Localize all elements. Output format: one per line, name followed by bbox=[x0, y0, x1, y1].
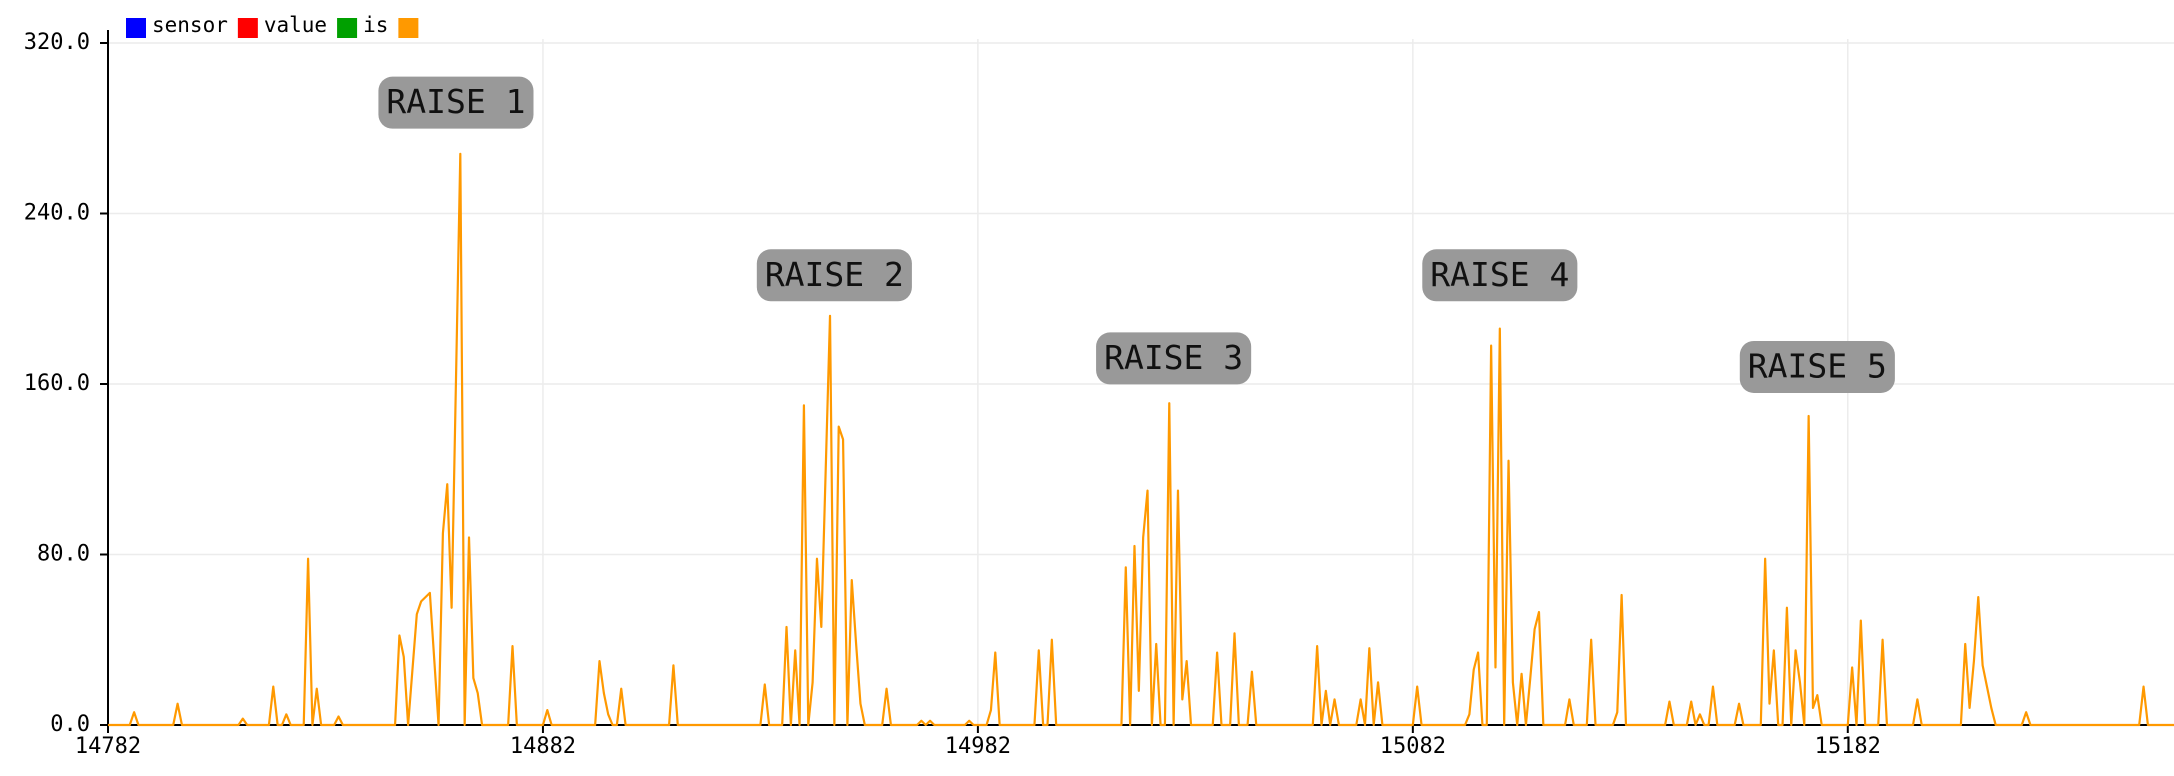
annotation: RAISE 2 bbox=[756, 249, 912, 302]
annotation-box bbox=[756, 249, 912, 302]
y-tick-label: 160.0 bbox=[24, 371, 90, 396]
legend-swatch bbox=[398, 18, 419, 38]
series-line bbox=[108, 152, 2174, 727]
x-tick-label: 14882 bbox=[510, 734, 576, 759]
annotation: RAISE 3 bbox=[1096, 332, 1252, 385]
x-tick-label: 15082 bbox=[1380, 734, 1446, 759]
annotation-box bbox=[1096, 332, 1252, 385]
x-tick-label: 15182 bbox=[1815, 734, 1881, 759]
y-tick-label: 0.0 bbox=[50, 712, 90, 737]
legend-swatch bbox=[237, 18, 258, 38]
annotation-label: RAISE 1 bbox=[386, 82, 525, 121]
annotation-label: RAISE 4 bbox=[1430, 255, 1569, 294]
legend-swatch bbox=[126, 18, 146, 38]
legend-label: value bbox=[264, 13, 327, 37]
legend-swatch bbox=[337, 18, 358, 38]
annotation: RAISE 1 bbox=[378, 76, 534, 129]
legend-label: sensor bbox=[152, 13, 228, 37]
x-tick-label: 14982 bbox=[945, 734, 1011, 759]
annotation: RAISE 5 bbox=[1739, 340, 1895, 393]
annotation-box bbox=[378, 76, 534, 129]
x-tick-label: 14782 bbox=[75, 734, 141, 759]
y-tick-label: 320.0 bbox=[24, 30, 90, 55]
annotation-label: RAISE 2 bbox=[765, 255, 904, 294]
y-tick-label: 240.0 bbox=[24, 201, 90, 226]
legend-label: is bbox=[363, 13, 388, 37]
annotation: RAISE 4 bbox=[1422, 249, 1578, 302]
y-tick-label: 80.0 bbox=[37, 542, 90, 567]
annotation-label: RAISE 5 bbox=[1748, 346, 1887, 385]
annotation-label: RAISE 3 bbox=[1104, 338, 1243, 377]
annotation-box bbox=[1422, 249, 1578, 302]
annotation-box bbox=[1739, 340, 1895, 393]
